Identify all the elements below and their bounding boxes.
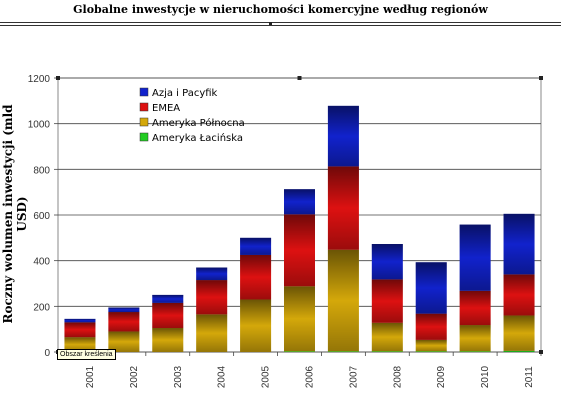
- bar-shading: [327, 105, 359, 167]
- bar-shading: [459, 351, 491, 352]
- selection-handle[interactable]: [297, 76, 302, 80]
- bar-shading: [196, 267, 228, 281]
- y-tick-label: 1200: [28, 74, 51, 85]
- bar-shading: [371, 243, 403, 280]
- bar-shading: [459, 325, 491, 352]
- x-tick-label: 2003: [173, 365, 184, 388]
- bar-shading: [371, 351, 403, 352]
- bar-shading: [108, 331, 140, 352]
- bar-shading: [459, 290, 491, 326]
- bar-shading: [284, 189, 315, 215]
- bar-shading: [415, 339, 447, 352]
- bar-shading: [415, 262, 447, 314]
- bar-shading: [284, 351, 315, 352]
- bar-shading: [284, 214, 315, 287]
- x-tick-label: 2011: [524, 366, 535, 388]
- bar-shading: [64, 337, 96, 352]
- legend-label: Ameryka Północna: [152, 117, 245, 129]
- x-tick-label: 2008: [392, 365, 403, 388]
- bar-shading: [152, 302, 184, 329]
- y-tick-label: 0: [44, 348, 50, 359]
- x-tick-label: 2002: [129, 365, 140, 388]
- bar-shading: [240, 299, 272, 352]
- bar-shading: [327, 249, 359, 352]
- legend-swatch: [139, 132, 149, 142]
- title-divider-second: [0, 25, 561, 26]
- bar-shading: [459, 224, 491, 291]
- selection-handle[interactable]: [539, 76, 543, 80]
- legend-label: EMEA: [152, 103, 180, 114]
- bar-shading: [503, 315, 535, 351]
- selection-handle[interactable]: [56, 76, 60, 80]
- bar-shading: [152, 328, 184, 352]
- bar-shading: [327, 166, 359, 250]
- legend-swatch: [139, 87, 149, 97]
- x-tick-label: 2009: [436, 365, 447, 388]
- plot-area-tooltip: Obszar kreślenia: [57, 349, 116, 360]
- bar-shading: [503, 213, 535, 275]
- bar-shading: [503, 350, 535, 352]
- bar-shading: [327, 351, 359, 352]
- bar-shading: [415, 313, 447, 340]
- y-tick-label: 400: [33, 257, 50, 268]
- x-tick-label: 2001: [85, 365, 96, 388]
- title-divider: [0, 22, 561, 23]
- bar-shading: [415, 351, 447, 352]
- y-tick-label: 200: [33, 302, 50, 313]
- bar-shading: [371, 279, 403, 323]
- bar-shading: [108, 312, 140, 332]
- x-tick-label: 2007: [348, 365, 359, 388]
- bar-shading: [152, 294, 184, 303]
- bar-shading: [196, 280, 228, 315]
- x-tick-label: 2010: [480, 365, 491, 388]
- selection-handle[interactable]: [539, 350, 543, 354]
- x-tick-label: 2006: [305, 365, 316, 388]
- chart-title: Globalne inwestycje w nieruchomości kome…: [73, 3, 488, 16]
- legend-swatch: [139, 117, 149, 127]
- bar-shading: [64, 322, 96, 338]
- bar-shading: [240, 237, 272, 255]
- x-tick-label: 2004: [217, 365, 228, 388]
- bar-shading: [196, 314, 228, 352]
- bar-shading: [64, 318, 96, 323]
- bar-shading: [284, 286, 315, 352]
- y-tick-label: 800: [33, 165, 50, 176]
- bar-shading: [108, 307, 140, 313]
- bar-shading: [240, 254, 272, 300]
- bar-shading: [371, 322, 403, 352]
- y-tick-label: 600: [33, 211, 50, 222]
- legend-label: Ameryka Łacińska: [152, 132, 243, 144]
- selection-handle[interactable]: [269, 22, 272, 25]
- bar-shading: [503, 274, 535, 316]
- legend-label: Azja i Pacyfik: [152, 88, 218, 99]
- legend-swatch: [139, 102, 149, 112]
- y-tick-label: 1000: [28, 120, 51, 131]
- x-tick-label: 2005: [261, 365, 272, 388]
